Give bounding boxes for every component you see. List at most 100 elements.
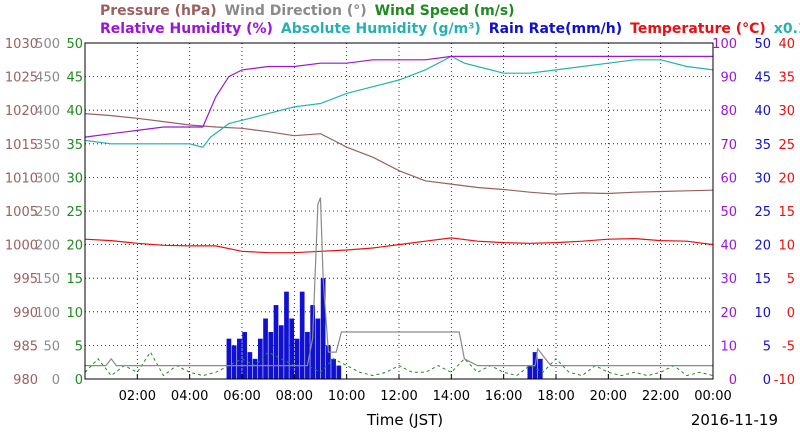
x-tick-label: 00:00 <box>694 389 731 404</box>
y-tick-label: 90 <box>720 71 737 86</box>
y-tick-label: 0 <box>75 373 83 388</box>
y-tick-label: 0 <box>52 373 60 388</box>
series-line <box>84 351 714 377</box>
y-tick-label: 25 <box>66 205 83 220</box>
series-area <box>84 55 714 379</box>
title-segment-1-2: Rain Rate(mm/h) <box>489 21 622 37</box>
title-segment-1-3: Temperature (°C) <box>630 21 766 37</box>
y-tick-label: 20 <box>720 306 737 321</box>
y-tick-label: 45 <box>66 71 83 86</box>
title-segment-0-2: Wind Speed (m/s) <box>375 3 515 19</box>
y-tick-label: 50 <box>720 205 737 220</box>
y-tick-label: 45 <box>754 71 771 86</box>
rain-bar <box>237 338 242 379</box>
rain-bar <box>252 358 258 379</box>
rain-bar <box>231 345 237 379</box>
title-line-1: Relative Humidity (%) Absolute Humidity (… <box>100 21 800 37</box>
y-tick-label: 35 <box>778 71 795 86</box>
rain-bar <box>320 278 326 379</box>
y-tick-label: 50 <box>43 339 60 354</box>
rain-bar <box>278 325 284 379</box>
chart-title: Pressure (hPa) Wind Direction (°) Wind Spe… <box>100 3 800 37</box>
title-segment-1-0: Relative Humidity (%) <box>100 21 273 37</box>
y-tick-label: 980 <box>13 373 38 388</box>
rain-bar <box>257 338 263 379</box>
title-line-0: Pressure (hPa) Wind Direction (°) Wind Spe… <box>100 3 515 19</box>
axes: 9809859909951000100510101015102010251030… <box>5 37 795 388</box>
y-axis-3: 0 10 20 30 40 50 60 70 80 90 100 <box>712 37 737 388</box>
y-tick-label: 40 <box>720 239 737 254</box>
series-line <box>84 113 714 195</box>
y-tick-label: 100 <box>712 37 737 52</box>
x-tick-label: 08:00 <box>276 389 313 404</box>
series-2 <box>84 55 713 138</box>
y-axis-0: 980 985 990 995 1000 1005 1010 1015 1020 1025 1030 <box>5 37 38 388</box>
y-tick-label: 15 <box>66 272 83 287</box>
y-tick-label: 15 <box>754 272 771 287</box>
y-tick-label: 995 <box>13 272 38 287</box>
x-axis-label: Time (JST) <box>366 411 443 429</box>
x-tick-label: 04:00 <box>171 389 208 404</box>
series-6 <box>226 278 543 379</box>
y-tick-label: 20 <box>778 171 795 186</box>
rain-bar <box>284 291 289 379</box>
title-segment-1-1: Absolute Humidity (g/m³) <box>281 21 481 37</box>
date-label: 2016-11-19 <box>691 411 778 429</box>
y-axis-5: -10 -5 0 5 10 15 20 25 30 35 40 <box>774 37 795 388</box>
series-5 <box>84 351 714 377</box>
y-tick-label: 350 <box>35 138 60 153</box>
title-segment-0-0: Pressure (hPa) <box>100 3 217 19</box>
y-tick-label: 0 <box>787 306 795 321</box>
rain-bar <box>294 338 300 379</box>
y-tick-label: -10 <box>774 373 795 388</box>
rain-bar <box>242 331 247 379</box>
y-tick-label: 10 <box>754 306 771 321</box>
y-tick-label: 20 <box>66 239 83 254</box>
y-tick-label: 450 <box>35 71 60 86</box>
y-tick-label: 40 <box>754 104 771 119</box>
y-tick-label: 50 <box>754 37 771 52</box>
rain-bar <box>226 338 232 379</box>
y-tick-label: 150 <box>35 272 60 287</box>
y-tick-label: 1005 <box>5 205 38 220</box>
x-tick-label: 06:00 <box>223 389 260 404</box>
y-tick-label: 5 <box>763 339 771 354</box>
y-tick-label: 250 <box>35 205 60 220</box>
y-tick-label: 25 <box>754 205 771 220</box>
rain-bar <box>331 358 336 379</box>
x-tick-label: 20:00 <box>590 389 627 404</box>
y-tick-label: 1000 <box>5 239 38 254</box>
rain-bar <box>268 331 274 379</box>
rain-bar <box>537 358 543 379</box>
rain-bar <box>273 305 279 379</box>
rain-bar <box>299 291 305 379</box>
x-tick-label: 10:00 <box>328 389 365 404</box>
y-tick-label: -5 <box>782 339 795 354</box>
y-tick-label: 60 <box>720 171 737 186</box>
y-tick-label: 70 <box>720 138 737 153</box>
y-tick-label: 30 <box>66 171 83 186</box>
series-4 <box>85 197 713 367</box>
y-tick-label: 200 <box>35 239 60 254</box>
rain-bar <box>336 365 342 379</box>
y-axis-1: 0 50 100 150 200 250 300 350 400 450 500 <box>35 37 60 388</box>
y-tick-label: 25 <box>778 138 795 153</box>
y-tick-label: 40 <box>778 37 795 52</box>
y-tick-label: 15 <box>778 205 795 220</box>
y-tick-label: 30 <box>754 171 771 186</box>
y-tick-label: 1015 <box>5 138 38 153</box>
rain-bar <box>325 345 331 379</box>
series-line <box>84 55 714 148</box>
x-axis: 02:00 04:00 06:00 08:00 10:00 12:00 14:00 16:00… <box>119 374 732 404</box>
y-tick-label: 1010 <box>5 171 38 186</box>
y-tick-label: 1020 <box>5 104 38 119</box>
y-axis-4: 0 5 10 15 20 25 30 35 40 45 50 <box>754 37 771 388</box>
y-tick-label: 10 <box>66 306 83 321</box>
series-line <box>84 55 713 138</box>
rain-bar <box>263 318 268 379</box>
x-tick-label: 16:00 <box>485 389 522 404</box>
x-tick-label: 22:00 <box>642 389 679 404</box>
series-1 <box>84 55 714 148</box>
x-tick-label: 18:00 <box>537 389 574 404</box>
